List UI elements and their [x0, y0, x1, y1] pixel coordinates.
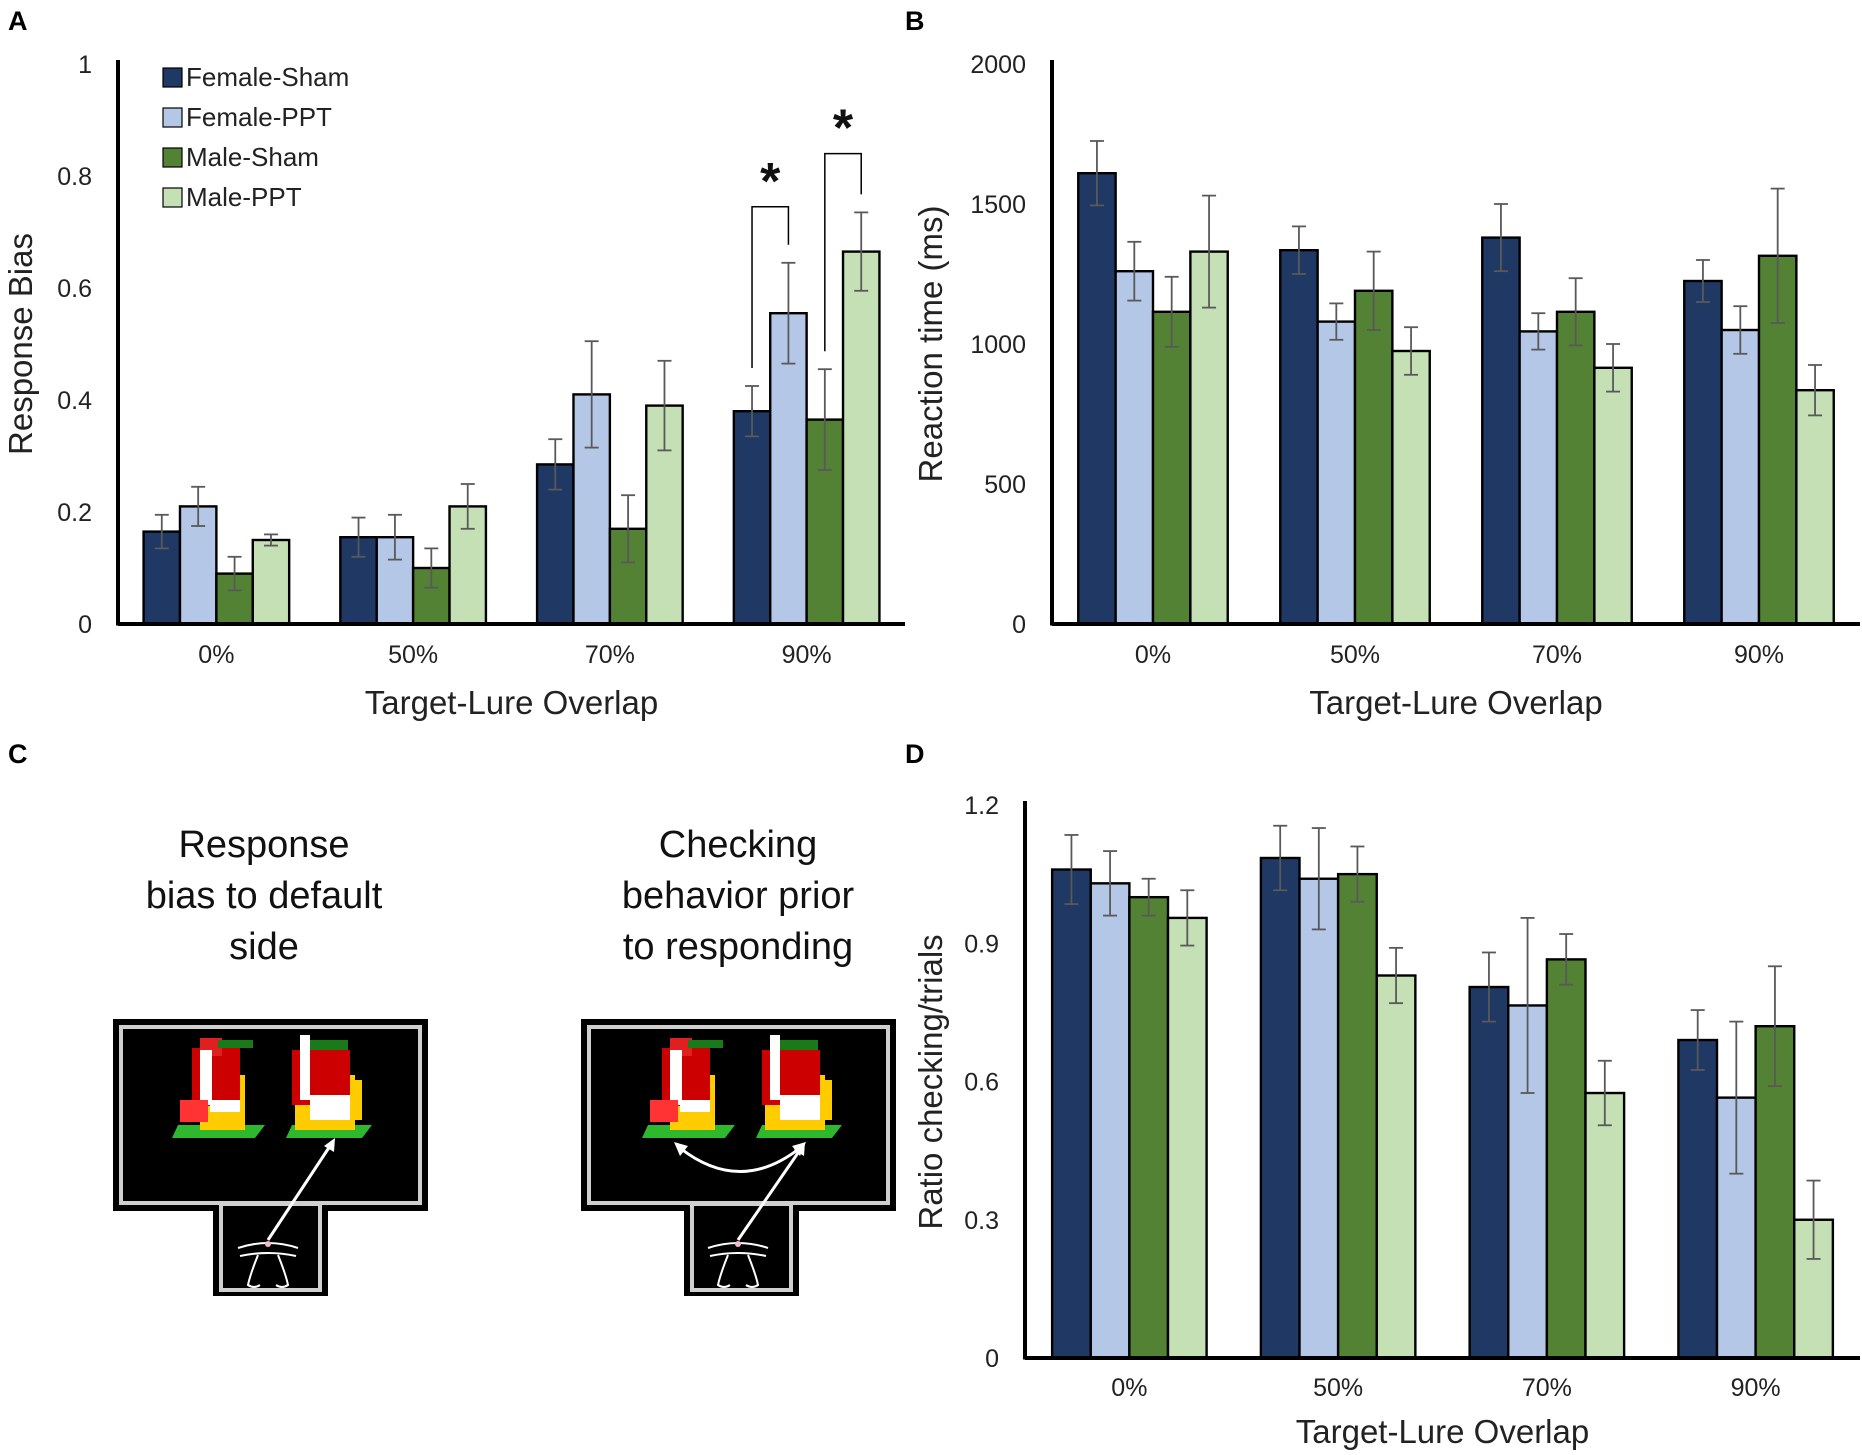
right-caption-line-3: to responding — [623, 926, 853, 968]
x-tick-label: 50% — [1313, 1374, 1363, 1402]
bar-female-sham-50 — [1259, 856, 1301, 1360]
panel-label-a: A — [8, 6, 28, 36]
bar-male-ppt-0 — [1166, 916, 1208, 1360]
bar-male-ppt-90 — [841, 250, 881, 626]
y-tick-label: 500 — [984, 471, 1026, 499]
legend-swatch-male-ppt — [162, 187, 183, 208]
significance-bracket — [824, 152, 862, 352]
y-axis-label: Reaction time (ms) — [912, 206, 949, 483]
y-tick-label: 1.2 — [964, 792, 999, 820]
left-caption-line-2: bias to default — [146, 875, 383, 917]
bar-male-sham-70 — [1545, 958, 1587, 1360]
y-tick-label: 1 — [78, 51, 92, 79]
bar-male-ppt-70 — [1593, 366, 1633, 626]
bar-female-sham-90 — [732, 410, 772, 626]
y-tick-label: 0.8 — [57, 163, 92, 191]
left-caption-line-1: Response — [178, 824, 349, 866]
y-axis-label: Ratio checking/trials — [912, 934, 949, 1229]
lego-object-left-icon — [172, 1038, 265, 1138]
significance-star: * — [833, 100, 854, 158]
touchscreen-chamber-checking-icon — [581, 1019, 896, 1296]
bar-male-ppt-50 — [1375, 974, 1417, 1360]
legend-label-female-ppt: Female-PPT — [186, 102, 332, 132]
bar-male-sham-50 — [1353, 289, 1394, 626]
y-tick-label: 2000 — [970, 51, 1026, 79]
mouse-icon — [237, 1241, 299, 1288]
y-tick-label: 0 — [985, 1345, 999, 1373]
panel-label-d: D — [905, 739, 925, 769]
x-tick-label: 90% — [782, 641, 832, 669]
y-axis-label: Response Bias — [2, 233, 39, 455]
x-tick-label: 0% — [1135, 641, 1171, 669]
bar-female-ppt-70 — [1518, 330, 1559, 626]
y-tick-label: 0.4 — [57, 387, 92, 415]
bar-male-ppt-70 — [1584, 1091, 1626, 1360]
bar-female-sham-70 — [1481, 236, 1521, 626]
bar-female-ppt-50 — [1298, 877, 1340, 1360]
bar-female-ppt-0 — [1089, 882, 1131, 1360]
chart-panel-d: 0 0.3 0.6 0.9 1.2 0% 50% 70% 90% Target-Lure Over… — [912, 792, 1860, 1450]
bar-female-ppt-0 — [1114, 270, 1155, 626]
bar-male-ppt-0 — [251, 538, 291, 626]
bar-male-sham-0 — [1128, 895, 1170, 1360]
left-caption-line-3: side — [229, 926, 299, 968]
y-tick-label: 1500 — [970, 191, 1026, 219]
bar-female-sham-0 — [1050, 868, 1092, 1360]
significance-bracket — [751, 206, 790, 368]
bar-female-sham-90 — [1683, 279, 1723, 626]
x-tick-label: 70% — [585, 641, 635, 669]
x-tick-label: 90% — [1731, 1374, 1781, 1402]
right-caption-line-2: behavior prior — [622, 875, 855, 917]
legend: Female-Sham Female-PPT Male-Sham Male-PP… — [162, 62, 349, 212]
bar-male-sham-50 — [1336, 872, 1378, 1360]
y-tick-label: 0.6 — [964, 1069, 999, 1097]
y-tick-label: 0.9 — [964, 930, 999, 958]
touchscreen-chamber-icon — [113, 1019, 428, 1296]
task-diagram: Response bias to default side Checking b… — [113, 824, 896, 1296]
mouse-icon — [707, 1241, 769, 1288]
x-tick-label: 0% — [198, 641, 234, 669]
bar-female-sham-0 — [1077, 171, 1117, 626]
bar-female-sham-50 — [1279, 248, 1319, 626]
x-tick-label: 70% — [1522, 1374, 1572, 1402]
x-tick-label: 90% — [1734, 641, 1784, 669]
lego-object-right-icon — [756, 1035, 842, 1138]
legend-label-female-sham: Female-Sham — [186, 62, 349, 92]
chart-panel-b: 0 500 1000 1500 2000 0% 50% 70% 90% Target-Lure O… — [912, 51, 1860, 721]
bar-male-ppt-90 — [1795, 389, 1835, 626]
x-tick-label: 50% — [388, 641, 438, 669]
right-caption-line-1: Checking — [659, 824, 817, 866]
panel-label-c: C — [8, 739, 28, 769]
bar-female-sham-90 — [1677, 1038, 1719, 1360]
lego-object-left-icon — [642, 1038, 735, 1138]
legend-label-male-ppt: Male-PPT — [186, 182, 302, 212]
legend-swatch-female-sham — [162, 67, 183, 88]
y-tick-label: 0 — [1012, 611, 1026, 639]
legend-label-male-sham: Male-Sham — [186, 142, 319, 172]
legend-swatch-male-sham — [162, 147, 183, 168]
legend-swatch-female-ppt — [162, 107, 183, 128]
significance-star: * — [760, 153, 781, 211]
x-axis-label: Target-Lure Overlap — [1296, 1413, 1589, 1450]
x-tick-label: 70% — [1532, 641, 1582, 669]
x-axis-label: Target-Lure Overlap — [365, 684, 658, 721]
x-tick-label: 0% — [1111, 1374, 1147, 1402]
bar-male-sham-0 — [1151, 310, 1192, 626]
y-tick-label: 0 — [78, 611, 92, 639]
y-tick-label: 0.6 — [57, 275, 92, 303]
bar-male-sham-70 — [1555, 310, 1596, 626]
bar-male-ppt-50 — [1391, 349, 1431, 626]
bar-female-ppt-50 — [1316, 320, 1357, 626]
chart-panel-a: 0 0.2 0.4 0.6 0.8 1 0% 50% 70% 90% Target-Lure Ove… — [2, 51, 905, 721]
y-tick-label: 1000 — [970, 331, 1026, 359]
y-tick-label: 0.2 — [57, 499, 92, 527]
panel-label-b: B — [905, 6, 925, 36]
lego-object-right-icon — [286, 1035, 372, 1138]
bar-female-sham-70 — [1468, 985, 1510, 1360]
x-axis-label: Target-Lure Overlap — [1309, 684, 1602, 721]
x-tick-label: 50% — [1330, 641, 1380, 669]
y-tick-label: 0.3 — [964, 1207, 999, 1235]
bar-female-ppt-90 — [1720, 328, 1761, 626]
